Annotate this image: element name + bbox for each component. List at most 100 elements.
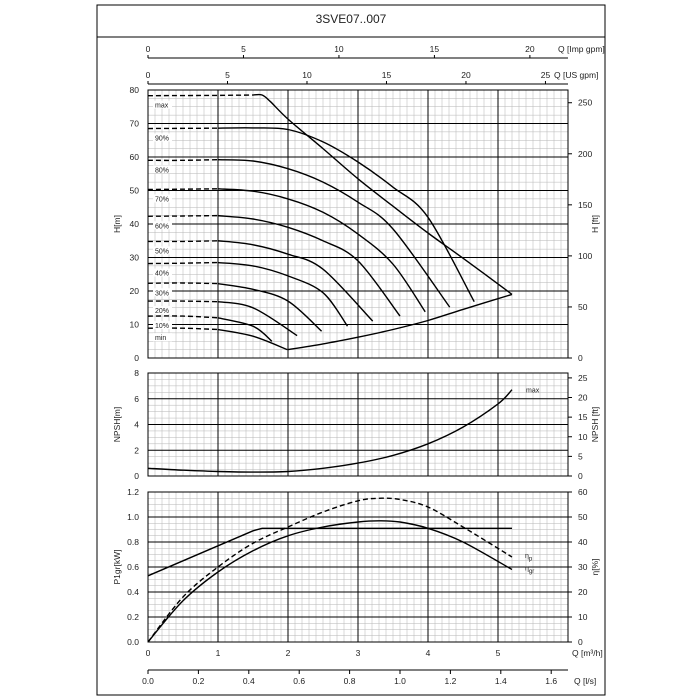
head-m-tick-label: 80 [130, 85, 140, 95]
head-curve-90pct [217, 127, 475, 303]
imp-gpm-axis-label: Q [Imp gpm] [558, 44, 605, 54]
npsh-m-tick-label: 6 [134, 394, 139, 404]
imp-gpm-tick-label: 5 [241, 44, 246, 54]
eta-tick-label: 0 [578, 637, 583, 647]
curve-label-bg [153, 306, 172, 315]
head-curve-min-dashed [147, 327, 219, 331]
npsh-ft-tick-label: 0 [578, 471, 583, 481]
npsh-m-tick-label: 0 [134, 471, 139, 481]
m3h-tick-label: 2 [286, 648, 291, 658]
m3h-tick-label: 4 [426, 648, 431, 658]
head-ft-tick-label: 150 [578, 200, 592, 210]
ls-axis-label: Q [l/s] [574, 676, 596, 686]
head-curve-10pct-dashed [147, 315, 219, 319]
npsh-ft-tick-label: 10 [578, 432, 588, 442]
head-m-tick-label: 20 [130, 286, 140, 296]
npsh-ft-tick-label: 25 [578, 373, 588, 383]
npsh-curve-label: max [526, 388, 540, 395]
head-ft-tick-label: 50 [578, 302, 588, 312]
curve-label-bg [153, 333, 172, 342]
head-m-tick-label: 40 [130, 219, 140, 229]
power-kw-tick-label: 1.0 [127, 512, 139, 522]
curve-label-bg [153, 133, 172, 142]
npsh-curve [147, 389, 513, 473]
eta-p-label: ηp [525, 553, 533, 563]
curve-label-bg [153, 268, 172, 277]
head-curve-end-of-curve [287, 293, 513, 351]
curves-layer [147, 93, 513, 643]
page-title: 3SVE07..007 [316, 12, 387, 26]
curve-label-30pct: 30% [155, 290, 169, 297]
npsh-m-axis-label: NPSH[m] [112, 407, 122, 442]
imp-gpm-tick-label: 10 [334, 44, 344, 54]
curve-label-bg [153, 288, 172, 297]
npsh-plot-frame [147, 372, 569, 477]
m3h-tick-label: 3 [356, 648, 361, 658]
text-layer: 0 5 10 15 20 Q [Imp gpm]0 5 10 15 20 25 Q [US gpm]0… [112, 44, 605, 686]
head-plot-frame [147, 89, 569, 359]
npsh-m-tick-label: 2 [134, 445, 139, 455]
npsh-m-tick-label: 4 [134, 420, 139, 430]
head-curve-60pct-dashed [147, 214, 219, 217]
eta-tick-label: 20 [578, 587, 588, 597]
us-gpm-tick-label: 0 [146, 70, 151, 80]
ls-tick-label: 1.4 [495, 676, 507, 686]
eta-tick-label: 50 [578, 512, 588, 522]
power-kw-tick-label: 1.2 [127, 487, 139, 497]
head-curve-40pct [217, 261, 349, 327]
ls-tick-label: 1.0 [394, 676, 406, 686]
curve-label-50pct: 50% [155, 248, 169, 255]
power-kw-tick-label: 0.4 [127, 587, 139, 597]
imp-gpm-tick-label: 15 [430, 44, 440, 54]
power-curve [147, 527, 512, 577]
curve-label-20pct: 20% [155, 308, 169, 315]
sheet-frame [96, 4, 606, 696]
head-curve-70pct-dashed [147, 188, 219, 191]
curve-label-70pct: 70% [155, 196, 169, 203]
ls-tick-label: 0.2 [192, 676, 204, 686]
power-kw-tick-label: 0.6 [127, 562, 139, 572]
head-ft-tick-label: 200 [578, 149, 592, 159]
head-ft-axis-label: H [ft] [590, 215, 600, 233]
head-curve-20pct-dashed [147, 300, 219, 303]
head-curve-max [252, 93, 513, 295]
ls-tick-label: 1.2 [444, 676, 456, 686]
power-kw-tick-label: 0.8 [127, 537, 139, 547]
head-curve-60pct [217, 214, 401, 317]
ls-tick-label: 0.0 [142, 676, 154, 686]
curve-label-bg [153, 246, 172, 255]
head-ft-tick-label: 100 [578, 251, 592, 261]
power-kw-axis-label: P1gr[kW] [112, 550, 122, 585]
ls-tick-label: 0.8 [344, 676, 356, 686]
head-curve-70pct [217, 188, 426, 313]
npsh-ft-tick-label: 15 [578, 412, 588, 422]
us-gpm-tick-label: 25 [541, 70, 551, 80]
curve-label-10pct: 10% [155, 323, 169, 330]
head-curve-30pct-dashed [147, 282, 219, 285]
eta-gr-curve [147, 520, 513, 643]
head-m-tick-label: 60 [130, 152, 140, 162]
eta-tick-label: 10 [578, 612, 588, 622]
eta-tick-label: 40 [578, 537, 588, 547]
us-gpm-tick-label: 20 [461, 70, 471, 80]
curve-label-90pct: 90% [155, 136, 169, 143]
head-curve-20pct [217, 301, 298, 337]
us-gpm-tick-label: 10 [302, 70, 312, 80]
head-m-tick-label: 70 [130, 119, 140, 129]
curve-label-bg [153, 165, 172, 174]
eta-gr-label: ηgr [525, 566, 534, 576]
head-curve-50pct-dashed [147, 240, 219, 243]
head-m-tick-label: 0 [134, 353, 139, 363]
head-ft-tick-label: 250 [578, 98, 592, 108]
grid-layer [147, 55, 572, 674]
head-curve-40pct-dashed [147, 261, 219, 265]
m3h-axis-label: Q [m³/h] [572, 648, 603, 658]
imp-gpm-tick-label: 0 [146, 44, 151, 54]
curve-label-bg [153, 321, 172, 330]
head-m-tick-label: 10 [130, 320, 140, 330]
power-kw-tick-label: 0.0 [127, 637, 139, 647]
us-gpm-tick-label: 15 [382, 70, 392, 80]
curve-label-min: min [155, 335, 166, 342]
curve-label-60pct: 60% [155, 223, 169, 230]
head-curve-30pct [217, 282, 323, 332]
